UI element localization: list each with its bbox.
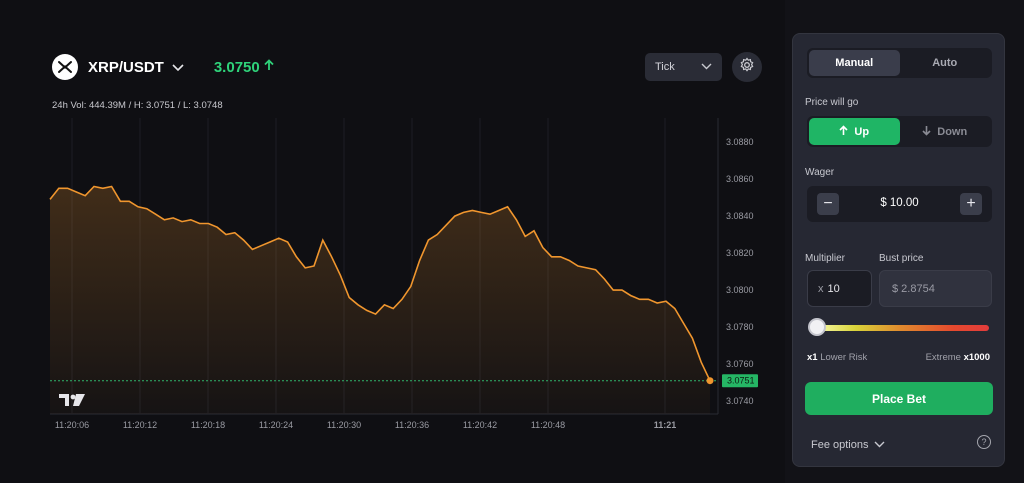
up-button[interactable]: Up — [809, 118, 900, 145]
current-price-dot — [706, 377, 714, 385]
interval-label: Tick — [655, 61, 675, 73]
fee-options-label: Fee options — [811, 439, 869, 451]
bust-price-label: Bust price — [879, 253, 924, 264]
scale-max-text: Extreme — [925, 352, 961, 363]
wager-label: Wager — [805, 167, 835, 178]
direction-toggle: Up Down — [807, 116, 992, 147]
xrp-logo-icon — [52, 54, 78, 80]
mode-toggle: Manual Auto — [807, 48, 992, 78]
arrow-down-icon — [922, 125, 931, 139]
x-tick-label: 11:20:48 — [531, 420, 565, 430]
scale-max-multiplier: x1000 — [963, 352, 990, 363]
chevron-down-icon[interactable] — [172, 59, 184, 77]
interval-select[interactable]: Tick — [645, 53, 722, 81]
help-icon[interactable]: ? — [977, 435, 991, 449]
slider-thumb[interactable] — [808, 318, 826, 336]
arrow-up-icon — [839, 124, 848, 139]
scale-min-multiplier: x1 — [807, 352, 818, 363]
current-price: 3.0750 — [213, 58, 260, 76]
chevron-down-icon — [701, 61, 712, 73]
x-tick-label: 11:20:12 — [123, 420, 157, 430]
tradingview-logo-icon[interactable] — [58, 392, 86, 413]
chart-header: XRP/USDT 3.0750 — [52, 54, 274, 80]
x-tick-label: 11:20:42 — [463, 420, 497, 430]
scale-max: Extreme x1000 — [926, 352, 990, 363]
x-tick-label: 11:20:18 — [191, 420, 225, 430]
tab-auto[interactable]: Auto — [932, 57, 958, 69]
multiplier-input[interactable]: x 10 — [807, 270, 872, 307]
multiplier-value: 10 — [827, 282, 840, 295]
gear-icon — [739, 57, 755, 78]
wager-value[interactable]: $ 10.00 — [880, 197, 919, 209]
wager-field[interactable]: − $ 10.00 + — [807, 186, 992, 222]
pair-selector[interactable]: XRP/USDT — [88, 58, 164, 76]
y-tick-label: 3.0880 — [726, 137, 754, 147]
up-label: Up — [854, 125, 870, 138]
x-tick-label: 11:20:24 — [259, 420, 293, 430]
place-bet-button[interactable]: Place Bet — [805, 382, 993, 415]
y-tick-label: 3.0820 — [726, 248, 754, 258]
decrease-wager-button[interactable]: − — [817, 193, 839, 215]
x-tick-label: 11:20:30 — [327, 420, 361, 430]
multiplier-label: Multiplier — [805, 253, 846, 264]
price-area — [50, 186, 710, 414]
price-will-go-label: Price will go — [805, 97, 859, 108]
scale-min-text: Lower Risk — [820, 352, 868, 363]
bet-panel: Manual Auto Price will go Up Down Wager … — [792, 33, 1005, 467]
y-tick-label: 3.0800 — [726, 285, 754, 295]
y-tick-label: 3.0840 — [726, 211, 754, 221]
tab-manual[interactable]: Manual — [809, 50, 900, 76]
y-tick-label: 3.0760 — [726, 359, 754, 369]
y-tick-label: 3.0860 — [726, 174, 754, 184]
bust-price-field: $ 2.8754 — [879, 270, 992, 307]
down-label: Down — [937, 125, 968, 138]
price-chart[interactable]: 3.0880 3.0860 3.0840 3.0820 3.0800 3.0780 3.07… — [0, 0, 785, 483]
y-tick-label: 3.0740 — [726, 396, 754, 406]
y-tick-label: 3.0780 — [726, 322, 754, 332]
chevron-down-icon — [874, 439, 885, 451]
current-price-label: 3.0751 — [727, 376, 755, 386]
x-tick-label: 11:20:36 — [395, 420, 429, 430]
increase-wager-button[interactable]: + — [960, 193, 982, 215]
x-tick-label: 11:21 — [654, 420, 677, 430]
slider-track — [811, 325, 989, 331]
stats-line: 24h Vol: 444.39M / H: 3.0751 / L: 3.0748 — [52, 100, 223, 111]
chart-panel: XRP/USDT 3.0750 24h Vol: 444.39M / H: 3.… — [0, 0, 785, 483]
multiplier-slider[interactable] — [808, 318, 989, 336]
price-line — [49, 185, 711, 382]
down-button[interactable]: Down — [900, 118, 991, 145]
x-tick-label: 11:20:06 — [55, 420, 89, 430]
multiplier-prefix: x — [818, 282, 824, 295]
fee-options-toggle[interactable]: Fee options — [811, 439, 885, 451]
arrow-up-icon — [264, 58, 274, 76]
current-price-tag — [722, 374, 758, 388]
scale-min: x1 Lower Risk — [807, 352, 867, 363]
settings-button[interactable] — [732, 52, 762, 82]
